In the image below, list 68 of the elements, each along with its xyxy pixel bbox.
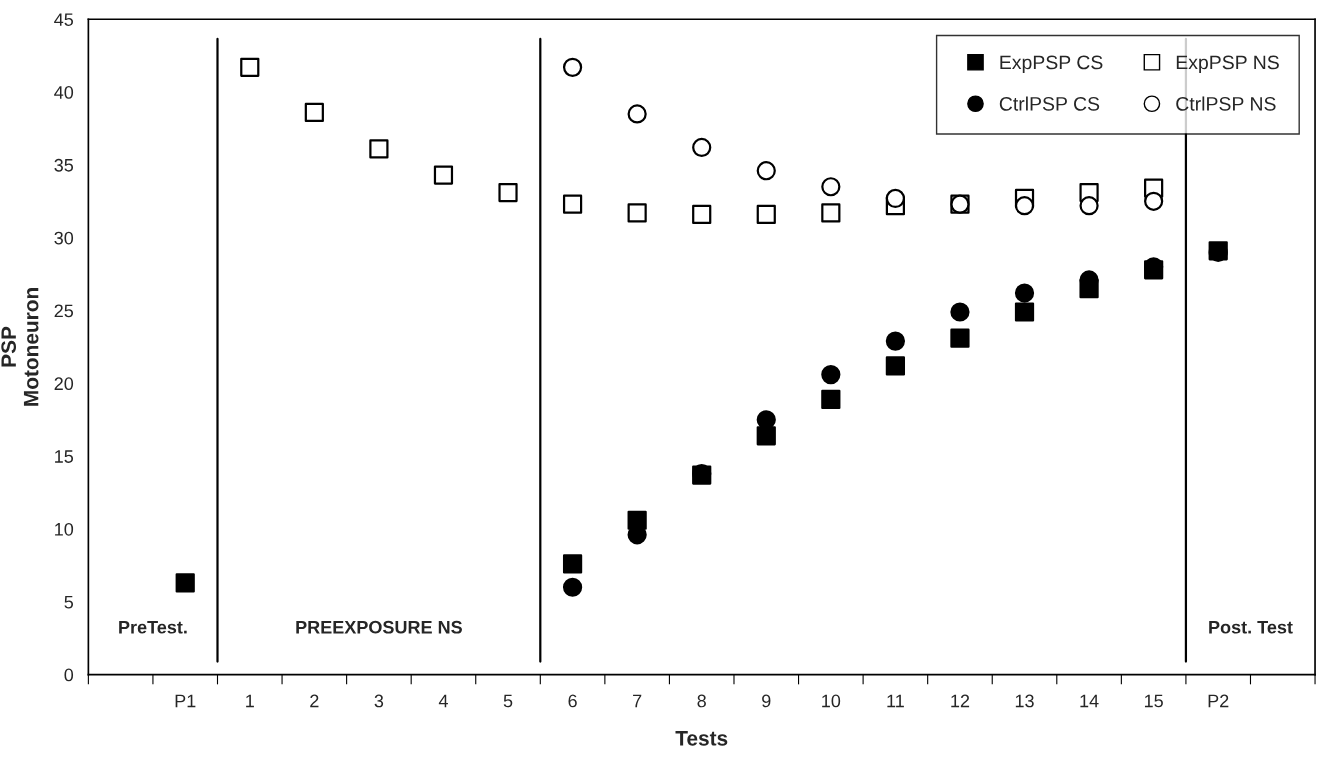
- y-tick-label: 20: [54, 377, 74, 391]
- x-tick-label: P2: [1208, 694, 1229, 708]
- point: [950, 302, 970, 322]
- point: [821, 389, 841, 409]
- point: [821, 365, 841, 385]
- y-tick-label: 35: [54, 158, 74, 172]
- point: [369, 139, 389, 159]
- x-tick-label: 15: [1144, 694, 1163, 708]
- x-tick-label: 3: [374, 694, 384, 708]
- point: [821, 177, 841, 197]
- point: [885, 331, 906, 351]
- y-tick-label: 25: [54, 304, 74, 318]
- y-tick-label: 5: [64, 595, 74, 609]
- annotation: Post. Test: [1209, 621, 1293, 634]
- y-tick-label: 30: [54, 231, 74, 245]
- x-tick-label: 5: [503, 694, 513, 708]
- x-tick-label: P1: [175, 694, 196, 708]
- point: [756, 426, 776, 446]
- x-tick-label: 1: [246, 694, 254, 708]
- point: [885, 356, 906, 376]
- legend-label: CtrlPSP NS: [1176, 96, 1276, 111]
- point: [240, 57, 260, 77]
- point: [756, 204, 776, 225]
- legend-label: CtrlPSP CS: [999, 96, 1100, 111]
- x-tick-label: 6: [568, 694, 577, 708]
- y-tick-label: 40: [54, 86, 74, 99]
- point: [433, 165, 454, 185]
- annotation: PreTest.: [119, 621, 187, 634]
- point: [885, 188, 906, 209]
- point: [562, 554, 583, 574]
- point: [756, 161, 776, 181]
- point: [692, 204, 712, 225]
- x-tick-label: 12: [951, 694, 970, 708]
- point: [498, 182, 518, 203]
- x-tick-label: 13: [1015, 694, 1034, 708]
- point: [950, 328, 970, 348]
- x-tick-label: 14: [1080, 694, 1099, 708]
- x-tick-label: 2: [310, 694, 319, 708]
- point: [562, 194, 583, 214]
- point: [1014, 302, 1035, 322]
- x-tick-label: 7: [633, 694, 642, 708]
- point: [1144, 191, 1164, 211]
- point: [1014, 283, 1035, 303]
- point: [562, 57, 583, 77]
- annotation: PREEXPOSURE NS: [296, 620, 462, 634]
- x-tick-label: 8: [697, 694, 706, 708]
- x-tick-label: 4: [438, 694, 448, 708]
- point: [627, 104, 647, 124]
- point: [756, 410, 776, 430]
- y-tick-label: 45: [54, 13, 74, 26]
- y-tick-label: 0: [64, 668, 74, 682]
- point: [627, 203, 647, 223]
- point: [1014, 196, 1035, 216]
- point: [1079, 196, 1099, 216]
- point: [821, 203, 841, 223]
- legend-label: ExpPSP NS: [1176, 55, 1279, 74]
- point: [304, 102, 324, 123]
- x-tick-label: 10: [822, 694, 841, 708]
- point: [175, 573, 195, 593]
- legend-label: ExpPSP CS: [1000, 55, 1103, 74]
- point: [562, 577, 583, 597]
- x-axis-title: Tests: [675, 731, 728, 746]
- y-tick-label: 10: [55, 522, 74, 536]
- y-tick-label: 15: [55, 450, 74, 463]
- y-axis-title: PSP Motoneuron: [1, 288, 39, 406]
- x-tick-label: 11: [887, 694, 904, 708]
- point: [692, 137, 712, 158]
- x-tick-label: 9: [762, 694, 771, 708]
